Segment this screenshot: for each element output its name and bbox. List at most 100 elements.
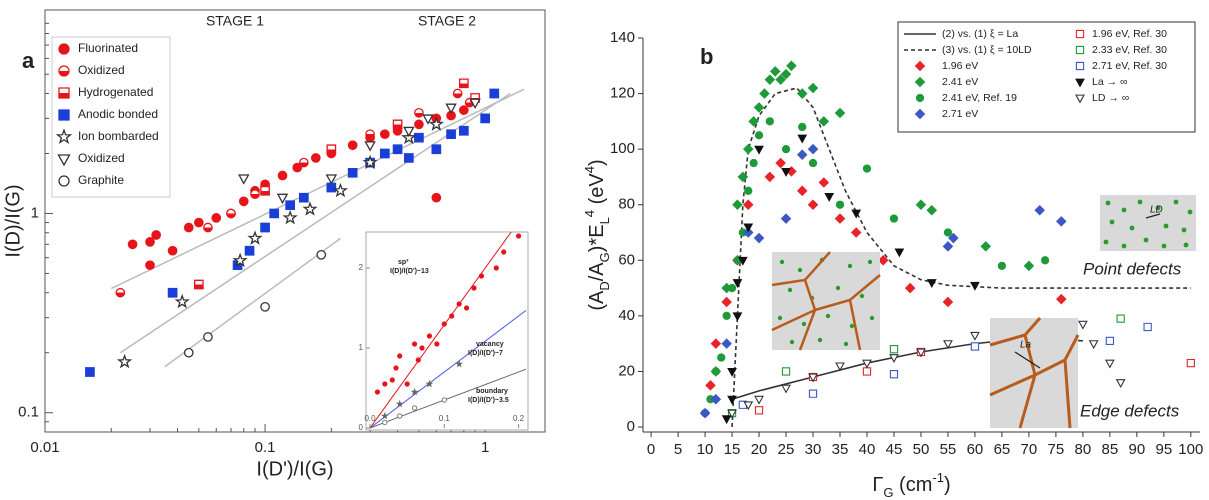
marker — [414, 119, 424, 130]
marker — [389, 377, 395, 383]
marker — [115, 287, 126, 298]
marker — [515, 233, 522, 239]
marker — [834, 213, 846, 224]
cartoon-point — [1100, 195, 1196, 251]
fit-line — [119, 92, 511, 354]
marker — [493, 265, 499, 271]
y-axis-label-part: G — [597, 252, 612, 262]
marker — [807, 143, 819, 155]
marker — [365, 129, 375, 140]
x-tick-label: 85 — [1102, 441, 1119, 458]
marker — [403, 153, 414, 163]
legend-label: 2.41 eV, Ref. 19 — [942, 92, 1017, 104]
legend-label: 2.41 eV — [942, 76, 978, 88]
marker — [282, 209, 298, 225]
marker — [238, 196, 249, 207]
marker — [850, 227, 862, 238]
marker — [764, 171, 776, 183]
marker — [862, 359, 872, 369]
legend-marker — [1075, 78, 1085, 88]
cartoon-arrow — [1145, 213, 1161, 219]
x-tick-label: 75 — [1048, 441, 1065, 458]
marker — [780, 213, 792, 224]
x-tick-label: 30 — [805, 441, 822, 458]
marker — [471, 285, 477, 291]
legend-label: Ion bombarded — [78, 129, 159, 143]
y-axis-label-part: D — [597, 281, 612, 290]
inset-x-tick-label: 0.2 — [513, 414, 525, 423]
marker — [469, 98, 481, 110]
inset-frame — [365, 231, 529, 431]
marker — [807, 199, 819, 210]
marker — [489, 88, 500, 99]
marker — [737, 256, 748, 266]
x-axis-label-part: -1 — [932, 470, 944, 485]
marker — [458, 125, 469, 136]
legend-marker — [1075, 29, 1085, 39]
x-axis-label-part: G — [883, 485, 893, 500]
marker — [997, 261, 1007, 270]
marker — [889, 345, 899, 354]
y-axis-label-part: 4 — [582, 210, 597, 217]
marker — [395, 399, 404, 408]
marker — [889, 370, 899, 379]
marker — [851, 209, 862, 219]
legend-marker — [55, 128, 73, 145]
y-axis-label: I(D)/I(G) — [2, 184, 24, 257]
inset-line-note: I(D)/I(D')~3.5 — [468, 397, 509, 404]
marker — [332, 182, 349, 198]
marker — [183, 347, 194, 358]
marker — [710, 338, 722, 349]
legend-marker — [58, 87, 70, 99]
legend-marker — [58, 65, 70, 77]
marker — [749, 158, 758, 168]
legend-marker — [1075, 94, 1085, 104]
defect-label: Edge defects — [1080, 401, 1180, 420]
marker — [926, 204, 938, 216]
marker — [326, 182, 337, 193]
inset-line — [369, 368, 527, 429]
marker — [743, 401, 754, 411]
marker — [759, 88, 770, 99]
marker — [1040, 256, 1050, 265]
marker — [894, 248, 905, 258]
marker — [269, 208, 280, 219]
marker — [1115, 379, 1126, 389]
x-tick-label: 40 — [859, 441, 876, 458]
marker — [781, 384, 791, 394]
marker — [183, 222, 194, 233]
marker — [426, 333, 433, 339]
inset-y-tick-label: 1 — [359, 343, 364, 352]
legend-box — [897, 21, 1196, 133]
marker — [379, 129, 390, 140]
marker — [449, 313, 455, 319]
marker — [1088, 340, 1099, 350]
marker — [380, 411, 389, 420]
legend-marker — [1075, 61, 1085, 71]
marker — [145, 237, 155, 247]
marker — [710, 393, 722, 405]
marker — [711, 367, 721, 376]
marker — [754, 395, 764, 405]
legend-label: Oxidized — [78, 63, 125, 77]
legend-box — [51, 36, 171, 198]
y-axis-label: (AD/AG)*EL4 (eV4) — [582, 159, 612, 310]
marker — [722, 311, 731, 320]
marker — [85, 367, 95, 377]
marker — [943, 340, 953, 350]
marker — [167, 245, 178, 256]
marker — [1116, 314, 1125, 323]
marker — [727, 409, 737, 419]
plot-frame — [44, 9, 546, 433]
marker — [732, 279, 743, 288]
marker — [732, 312, 743, 322]
marker — [501, 249, 507, 255]
marker — [1077, 320, 1088, 330]
legend-marker — [58, 43, 70, 55]
marker — [807, 82, 819, 94]
marker — [347, 140, 358, 151]
marker — [1056, 293, 1067, 305]
marker — [727, 283, 737, 293]
fit-line — [110, 88, 525, 290]
